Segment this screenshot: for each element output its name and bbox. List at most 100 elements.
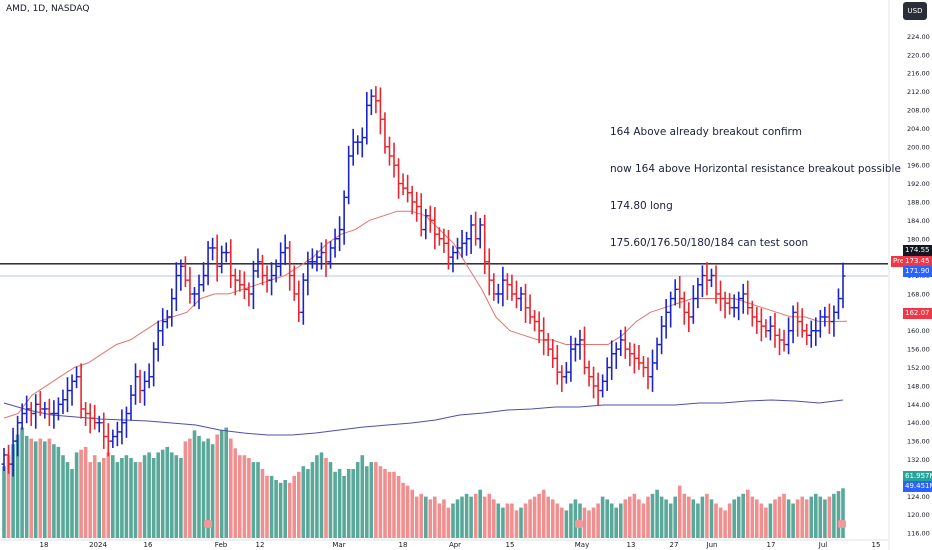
ohlc-bar [450, 245, 456, 273]
annotation-text: 164 Above already breakout confirm now 1… [610, 101, 901, 275]
volume-bar [460, 496, 464, 538]
volume-bar [179, 458, 183, 538]
ohlc-bar [264, 265, 270, 293]
volume-bar [52, 444, 56, 538]
ohlc-bar [495, 283, 501, 304]
price-tick-label: 180.00 [907, 235, 930, 243]
volume-bar [133, 462, 138, 538]
ohlc-bar [813, 317, 819, 346]
volume-bar [210, 444, 215, 538]
volume-bar [437, 503, 442, 538]
ohlc-bar [654, 337, 660, 370]
ohlc-bar [455, 237, 461, 260]
pre-label: Pre [891, 256, 907, 267]
volume-bar [337, 469, 342, 538]
volume-bar [619, 503, 623, 538]
volume-bar [183, 441, 188, 538]
volume-bar [310, 462, 315, 538]
time-tick-label: 2024 [89, 541, 107, 549]
volume-bar [700, 496, 705, 538]
volume-bar [111, 455, 115, 538]
volume-bar [492, 499, 496, 538]
volume-bar [755, 499, 759, 538]
volume-bar [392, 471, 396, 538]
volume-bar [192, 430, 197, 538]
time-tick-label: Mar [332, 541, 345, 549]
ohlc-bar [169, 288, 175, 327]
volume-bar [219, 430, 224, 538]
volume-bar [732, 499, 736, 538]
price-tick-label: 168.00 [907, 290, 930, 298]
ohlc-bar [255, 248, 261, 278]
earnings-marker-icon [204, 520, 212, 528]
price-tick-label: 184.00 [907, 217, 930, 225]
ohlc-bar [586, 360, 592, 387]
volume-bar [106, 452, 111, 538]
volume-bar [138, 462, 142, 538]
volume-bar [147, 452, 151, 538]
volume-bar [197, 435, 201, 538]
ohlc-bar [622, 326, 628, 359]
ohlc-bar [42, 402, 48, 419]
ohlc-bar [740, 283, 746, 314]
volume-bar [120, 458, 124, 538]
volume-bar [319, 452, 324, 538]
time-tick-label: Apr [449, 541, 461, 549]
volume-bar [6, 455, 11, 538]
volume-bar [482, 496, 487, 538]
volume-bar [47, 438, 52, 538]
volume-bar [741, 493, 745, 538]
last-price-tag: 171.90 [903, 266, 932, 277]
ohlc-bar [436, 227, 442, 246]
volume-bar [442, 499, 446, 538]
ohlc-bar [83, 402, 89, 426]
volume-bar [532, 496, 537, 538]
volume-bar [102, 458, 106, 538]
ohlc-bar [591, 366, 597, 399]
ohlc-bar [69, 374, 75, 406]
volume-bar [129, 458, 133, 538]
volume-bar [786, 499, 791, 538]
volume-bar [378, 466, 383, 538]
volume-tag-2: 49.451M [903, 481, 932, 492]
ohlc-bar [432, 207, 438, 250]
volume-bar [714, 503, 718, 538]
volume-bar [528, 499, 532, 538]
volume-bar [541, 489, 546, 538]
ohlc-bar [74, 366, 80, 389]
volume-bar [287, 482, 292, 538]
volume-bar [473, 493, 478, 538]
ohlc-bar [55, 397, 61, 421]
volume-bar [768, 503, 773, 538]
ohlc-bar [146, 363, 152, 389]
volume-bar [591, 507, 596, 538]
ohlc-bar [822, 306, 828, 327]
volume-bar [56, 446, 61, 538]
ohlc-bar [536, 311, 542, 344]
ohlc-bar [500, 266, 506, 307]
ohlc-bar [368, 89, 374, 116]
time-tick-label: 15 [506, 541, 515, 549]
volume-bar [628, 496, 632, 538]
volume-bar [804, 499, 809, 538]
volume-bar [523, 503, 528, 538]
ohlc-bar [219, 245, 225, 274]
currency-badge[interactable]: USD [903, 2, 927, 20]
ohlc-bar [559, 365, 565, 392]
time-tick-label: Jun [706, 541, 718, 549]
volume-bar [519, 507, 523, 538]
price-tick-label: 192.00 [907, 180, 930, 188]
volume-bar [564, 510, 569, 538]
ohlc-bar [736, 291, 742, 321]
volume-bar [673, 496, 677, 538]
ohlc-bar [328, 241, 334, 269]
time-tick-label: 12 [256, 541, 265, 549]
volume-bar [668, 503, 673, 538]
ohlc-bar [128, 385, 134, 421]
ohlc-bar [137, 369, 143, 403]
price-tick-label: 124.00 [907, 493, 930, 501]
volume-bar [705, 493, 709, 538]
volume-bar [297, 471, 301, 538]
